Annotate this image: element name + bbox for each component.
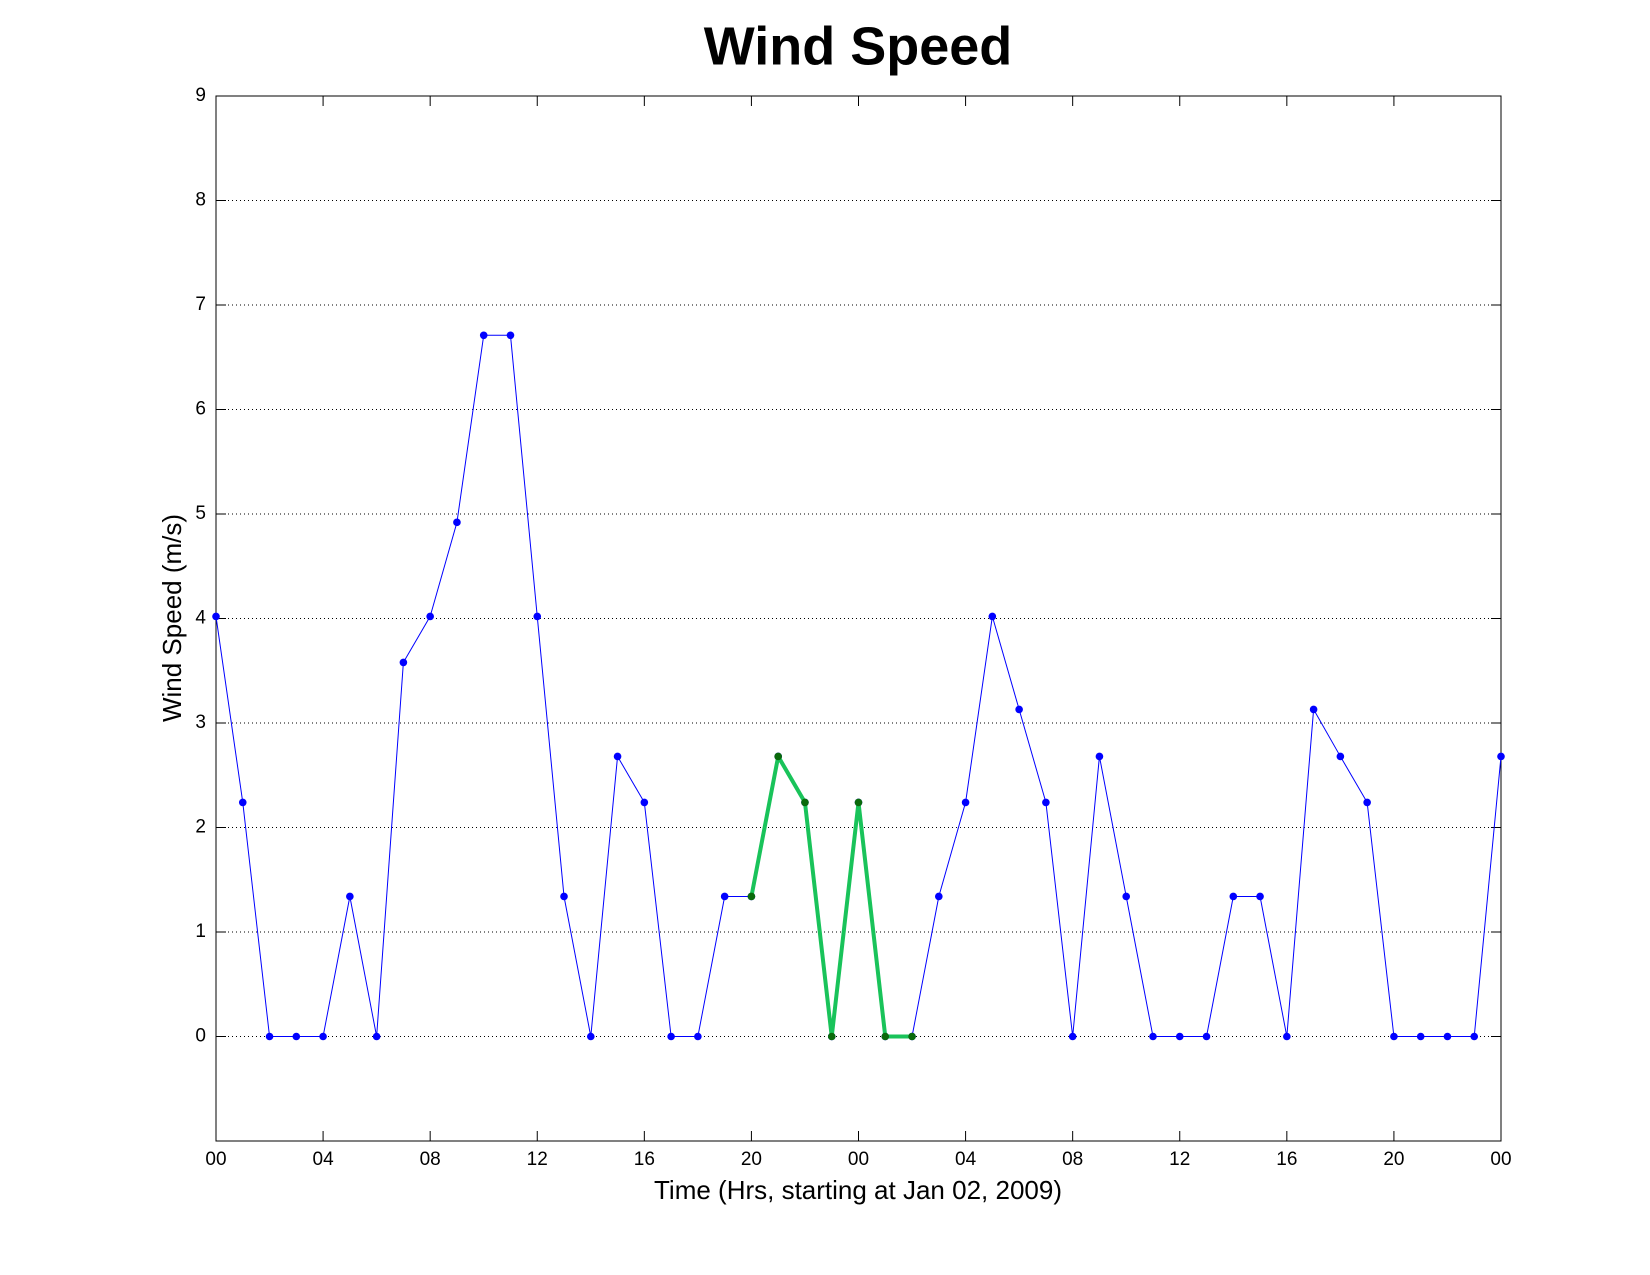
x-tick-label: 12 xyxy=(527,1149,548,1170)
data-point xyxy=(1390,1032,1398,1041)
data-point xyxy=(265,1032,274,1041)
data-point xyxy=(854,798,863,807)
x-tick-label: 04 xyxy=(313,1149,335,1170)
y-tick-label: 1 xyxy=(195,921,206,942)
data-point xyxy=(1122,892,1131,901)
data-point xyxy=(506,331,515,340)
data-point xyxy=(372,1032,381,1041)
x-tick-label: 08 xyxy=(1062,1149,1083,1170)
data-point xyxy=(667,1032,675,1041)
data-point xyxy=(1175,1032,1184,1041)
data-point xyxy=(988,612,997,621)
data-point xyxy=(720,892,729,901)
data-point xyxy=(1363,798,1371,807)
data-point xyxy=(1229,892,1238,901)
data-point xyxy=(1470,1032,1479,1041)
y-axis-label: Wind Speed (m/s) xyxy=(157,514,187,722)
x-tick-label: 20 xyxy=(1383,1149,1404,1170)
data-point xyxy=(1497,752,1505,761)
data-point xyxy=(319,1032,327,1041)
x-tick-label: 04 xyxy=(955,1149,977,1170)
data-point xyxy=(479,331,488,340)
data-point xyxy=(533,612,542,621)
data-point xyxy=(1015,705,1023,714)
data-point xyxy=(1202,1032,1211,1041)
data-point xyxy=(908,1032,916,1041)
data-point xyxy=(1416,1032,1425,1041)
data-point xyxy=(694,1032,702,1041)
x-tick-label: 12 xyxy=(1169,1149,1190,1170)
data-point xyxy=(212,612,220,621)
data-point xyxy=(346,892,354,901)
data-point xyxy=(747,892,756,901)
data-point xyxy=(801,798,809,807)
data-point xyxy=(399,658,408,667)
y-tick-label: 9 xyxy=(195,85,206,106)
data-point xyxy=(640,798,649,807)
y-tick-label: 2 xyxy=(195,817,206,838)
data-point xyxy=(881,1032,890,1041)
data-point xyxy=(1042,798,1050,807)
y-tick-label: 4 xyxy=(195,608,206,629)
x-tick-label: 16 xyxy=(1276,1149,1297,1170)
x-tick-label: 20 xyxy=(741,1149,762,1170)
data-point xyxy=(774,752,782,761)
data-point xyxy=(453,518,461,527)
data-point xyxy=(1256,892,1264,901)
data-point xyxy=(1149,1032,1157,1041)
data-point xyxy=(1336,752,1345,761)
data-point xyxy=(560,892,568,901)
x-tick-label: 00 xyxy=(205,1149,226,1170)
data-point xyxy=(1443,1032,1452,1041)
data-point xyxy=(827,1032,836,1041)
data-point xyxy=(1309,705,1318,714)
data-point xyxy=(1095,752,1104,761)
data-point xyxy=(238,798,247,807)
x-tick-label: 16 xyxy=(634,1149,655,1170)
chart-title: Wind Speed xyxy=(704,16,1013,76)
data-point xyxy=(1283,1032,1291,1041)
data-point xyxy=(426,612,434,621)
data-point xyxy=(935,892,943,901)
y-tick-label: 8 xyxy=(195,190,206,211)
y-tick-label: 0 xyxy=(195,1026,206,1047)
x-tick-label: 08 xyxy=(420,1149,441,1170)
y-tick-label: 7 xyxy=(195,294,206,315)
y-tick-label: 3 xyxy=(195,712,206,733)
data-point xyxy=(613,752,622,761)
data-point xyxy=(586,1032,595,1041)
y-tick-label: 6 xyxy=(195,399,206,420)
data-point xyxy=(961,798,970,807)
data-point xyxy=(292,1032,301,1041)
x-tick-label: 00 xyxy=(1490,1149,1511,1170)
x-tick-label: 00 xyxy=(848,1149,869,1170)
data-point xyxy=(1068,1032,1077,1041)
y-tick-label: 5 xyxy=(195,503,206,524)
x-axis-label: Time (Hrs, starting at Jan 02, 2009) xyxy=(654,1175,1062,1205)
